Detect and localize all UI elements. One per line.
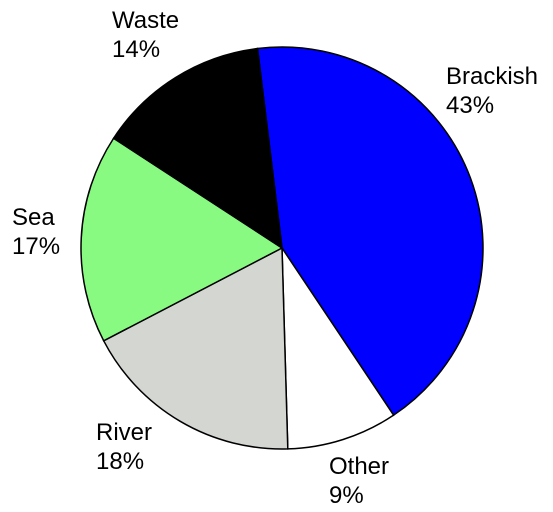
- pie-label-brackish-name: Brackish: [446, 63, 538, 90]
- pie-label-waste-name: Waste: [112, 7, 179, 34]
- pie-label-sea-name: Sea: [12, 204, 55, 231]
- pie-label-sea-percent: 17%: [12, 233, 60, 260]
- pie-label-river-percent: 18%: [96, 448, 144, 475]
- pie-slices: [80, 46, 484, 450]
- pie-slice-brackish: [256, 46, 484, 417]
- pie-slice-sea: [80, 137, 284, 342]
- pie-slice-other: [281, 245, 395, 450]
- pie-slice-river: [102, 246, 289, 450]
- pie-label-other-percent: 9%: [329, 482, 364, 509]
- pie-slice-waste: [112, 47, 283, 250]
- pie-label-brackish-percent: 43%: [446, 92, 494, 119]
- pie-label-waste-percent: 14%: [112, 36, 160, 63]
- pie-label-other-name: Other: [329, 453, 389, 480]
- pie-label-river-name: River: [96, 419, 152, 446]
